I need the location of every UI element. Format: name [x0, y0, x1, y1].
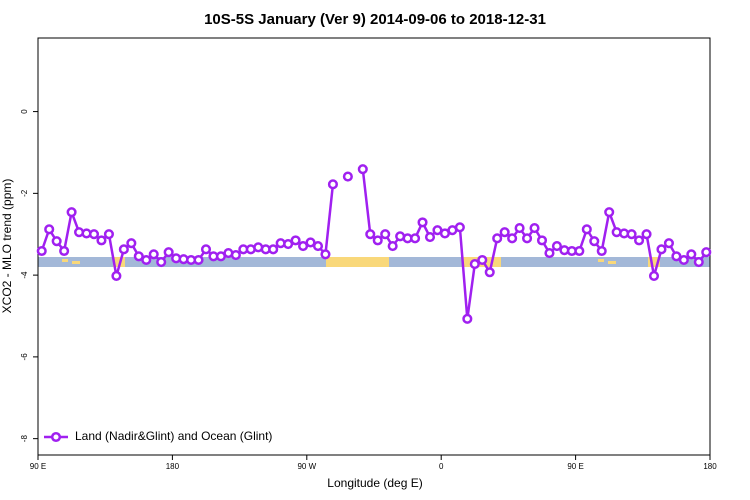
y-tick-label: 0 — [20, 109, 29, 114]
data-point — [663, 238, 674, 249]
data-point — [290, 235, 301, 246]
data-point — [66, 207, 77, 218]
data-point — [298, 241, 309, 252]
data-point — [492, 233, 503, 244]
x-tick-label: 90 W — [297, 462, 316, 471]
data-point — [656, 244, 667, 255]
data-point — [469, 259, 480, 270]
data-point — [126, 238, 137, 249]
data-point — [163, 247, 174, 258]
chart-title: 10S-5S January (Ver 9) 2014-09-06 to 201… — [204, 11, 546, 28]
data-point — [551, 241, 562, 252]
data-point — [522, 233, 533, 244]
data-point — [604, 207, 615, 218]
data-point — [342, 171, 353, 182]
data-point — [589, 236, 600, 247]
y-tick-label: -8 — [20, 435, 29, 443]
data-point — [148, 249, 159, 260]
x-tick-label: 180 — [166, 462, 180, 471]
data-point — [462, 313, 473, 324]
data-point — [477, 254, 488, 266]
data-point — [417, 217, 428, 228]
y-axis-label: XCO2 - MLO trend (ppm) — [0, 179, 14, 314]
data-point — [357, 164, 368, 175]
data-point — [372, 235, 383, 246]
data-point — [693, 256, 704, 268]
data-point — [365, 229, 376, 240]
data-point — [671, 251, 682, 262]
data-point — [268, 244, 279, 255]
x-tick-label: 90 E — [567, 462, 583, 471]
data-point — [686, 249, 697, 260]
data-point — [634, 235, 645, 246]
series-line — [361, 169, 708, 320]
data-point — [701, 247, 712, 258]
data-point — [514, 223, 525, 234]
y-tick-label: -6 — [20, 353, 29, 361]
data-point — [59, 245, 70, 257]
data-point — [36, 245, 47, 257]
data-point — [678, 254, 689, 266]
data-point — [596, 245, 607, 257]
data-point — [230, 250, 241, 261]
data-point — [88, 229, 100, 240]
x-axis-label: Longitude (deg E) — [327, 476, 422, 490]
data-point — [51, 236, 62, 247]
data-point — [133, 251, 144, 262]
data-point — [193, 254, 204, 266]
data-point — [507, 233, 518, 244]
data-point — [424, 232, 436, 243]
data-point — [581, 224, 592, 235]
plot-frame — [37, 37, 711, 456]
legend-marker — [50, 431, 62, 443]
legend-label: Land (Nadir&Glint) and Ocean (Glint) — [75, 429, 272, 443]
data-point — [327, 179, 338, 190]
data-point — [499, 227, 510, 238]
data-point — [96, 235, 107, 246]
data-point — [544, 247, 555, 259]
data-point — [484, 267, 495, 278]
data-point — [103, 229, 114, 240]
data-point — [200, 244, 212, 255]
data-point — [111, 270, 122, 281]
data-point — [156, 256, 167, 268]
data-point — [312, 241, 324, 252]
data-point — [380, 229, 391, 240]
data-point — [320, 249, 331, 260]
data-point — [529, 223, 540, 234]
data-point — [648, 270, 660, 281]
x-tick-label: 90 E — [30, 462, 46, 471]
data-point — [536, 235, 548, 246]
y-tick-label: -2 — [20, 189, 29, 197]
data-point — [283, 238, 294, 250]
data-point — [574, 245, 585, 257]
x-tick-label: 180 — [703, 462, 717, 471]
data-point — [44, 224, 55, 235]
data-point — [387, 241, 398, 252]
data-point — [410, 233, 421, 244]
data-point — [141, 254, 152, 266]
data-point — [641, 229, 652, 240]
x-tick-label: 0 — [439, 462, 444, 471]
data-point — [626, 229, 637, 240]
data-point — [305, 237, 316, 248]
y-tick-label: -4 — [20, 271, 29, 279]
data-point — [118, 244, 129, 255]
data-point — [454, 222, 465, 233]
